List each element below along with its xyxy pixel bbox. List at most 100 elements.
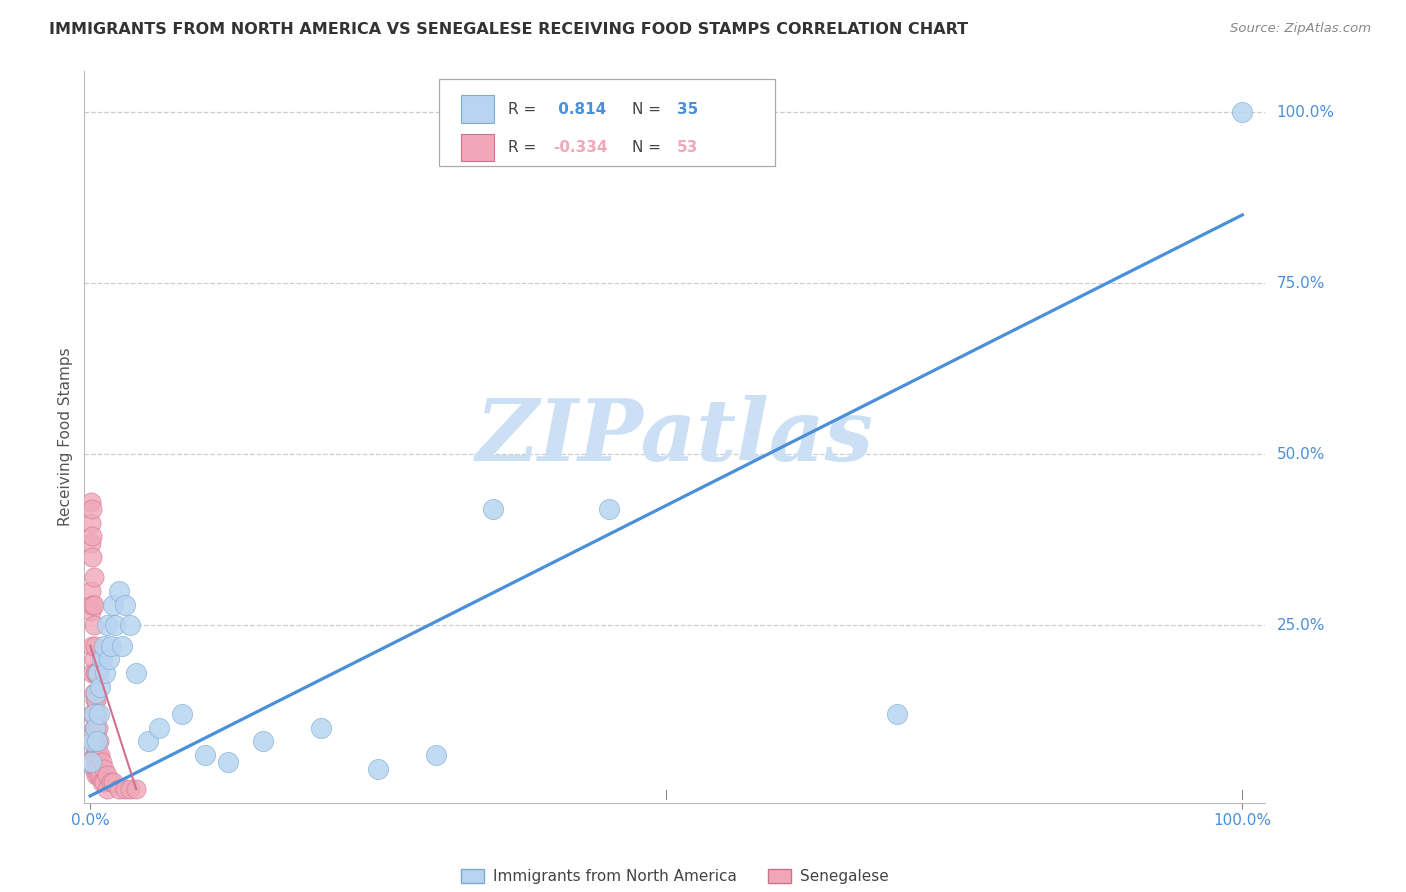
Point bbox=[90, 652, 112, 666]
Point bbox=[82, 598, 104, 612]
Point bbox=[86, 706, 108, 721]
Text: N =: N = bbox=[633, 102, 666, 117]
FancyBboxPatch shape bbox=[461, 134, 494, 161]
Point bbox=[598, 501, 620, 516]
Point bbox=[114, 598, 136, 612]
Text: 25.0%: 25.0% bbox=[1277, 617, 1324, 632]
Point bbox=[83, 747, 105, 762]
Point bbox=[82, 501, 104, 516]
Point bbox=[89, 680, 111, 694]
Point bbox=[83, 570, 105, 584]
Text: 35: 35 bbox=[678, 102, 699, 117]
Point bbox=[83, 665, 105, 680]
Point bbox=[86, 734, 108, 748]
Point bbox=[136, 734, 159, 748]
Text: R =: R = bbox=[509, 140, 541, 155]
Point bbox=[87, 721, 110, 735]
Point bbox=[86, 762, 108, 776]
Point bbox=[97, 652, 120, 666]
Point bbox=[82, 549, 104, 564]
Point bbox=[87, 768, 110, 782]
Point bbox=[84, 721, 107, 735]
Legend: Immigrants from North America, Senegalese: Immigrants from North America, Senegales… bbox=[454, 862, 896, 892]
Point bbox=[111, 639, 134, 653]
Point bbox=[89, 734, 111, 748]
Text: 50.0%: 50.0% bbox=[1277, 447, 1324, 462]
FancyBboxPatch shape bbox=[439, 78, 775, 167]
Point bbox=[96, 618, 118, 632]
Text: Source: ZipAtlas.com: Source: ZipAtlas.com bbox=[1230, 22, 1371, 36]
Point bbox=[83, 747, 105, 762]
Point bbox=[80, 583, 103, 598]
Point bbox=[83, 721, 105, 735]
Point bbox=[120, 782, 142, 797]
Point bbox=[89, 747, 111, 762]
Point bbox=[90, 755, 112, 769]
Point bbox=[82, 706, 104, 721]
Point bbox=[86, 734, 108, 748]
Point bbox=[194, 747, 217, 762]
Y-axis label: Receiving Food Stamps: Receiving Food Stamps bbox=[58, 348, 73, 526]
Point bbox=[100, 639, 122, 653]
Point bbox=[82, 734, 104, 748]
Point bbox=[125, 665, 148, 680]
Point bbox=[114, 782, 136, 797]
Point bbox=[84, 665, 107, 680]
Point bbox=[101, 775, 124, 789]
Text: R =: R = bbox=[509, 102, 541, 117]
Point bbox=[83, 721, 105, 735]
Point bbox=[96, 768, 118, 782]
Point bbox=[89, 762, 111, 776]
Point bbox=[120, 618, 142, 632]
Point bbox=[82, 665, 104, 680]
Point bbox=[100, 775, 122, 789]
Point bbox=[89, 706, 111, 721]
Point bbox=[80, 536, 103, 550]
Point bbox=[125, 782, 148, 797]
Point bbox=[104, 618, 127, 632]
Text: IMMIGRANTS FROM NORTH AMERICA VS SENEGALESE RECEIVING FOOD STAMPS CORRELATION CH: IMMIGRANTS FROM NORTH AMERICA VS SENEGAL… bbox=[49, 22, 969, 37]
Point bbox=[108, 782, 131, 797]
Point bbox=[87, 747, 110, 762]
Point bbox=[83, 639, 105, 653]
Point bbox=[252, 734, 274, 748]
Point bbox=[94, 665, 117, 680]
Point bbox=[80, 495, 103, 509]
FancyBboxPatch shape bbox=[461, 95, 494, 123]
Point bbox=[148, 721, 170, 735]
Point bbox=[108, 583, 131, 598]
Point bbox=[90, 775, 112, 789]
Text: 100.0%: 100.0% bbox=[1277, 105, 1334, 120]
Point bbox=[84, 747, 107, 762]
Point bbox=[482, 501, 505, 516]
Text: 75.0%: 75.0% bbox=[1277, 276, 1324, 291]
Point bbox=[93, 775, 115, 789]
Point bbox=[82, 734, 104, 748]
Point bbox=[425, 747, 447, 762]
Point bbox=[886, 706, 908, 721]
Text: 0.814: 0.814 bbox=[553, 102, 606, 117]
Text: ZIPatlas: ZIPatlas bbox=[475, 395, 875, 479]
Point bbox=[83, 598, 105, 612]
Point bbox=[84, 768, 107, 782]
Point bbox=[83, 652, 105, 666]
Point bbox=[84, 686, 107, 700]
Point bbox=[83, 618, 105, 632]
Point bbox=[83, 721, 105, 735]
Point bbox=[96, 782, 118, 797]
Point bbox=[172, 706, 194, 721]
Point bbox=[80, 516, 103, 530]
Point bbox=[93, 762, 115, 776]
Point bbox=[101, 598, 124, 612]
Point bbox=[80, 604, 103, 618]
Point bbox=[83, 693, 105, 707]
Point bbox=[83, 686, 105, 700]
Point bbox=[93, 639, 115, 653]
Point bbox=[367, 762, 389, 776]
Point bbox=[82, 639, 104, 653]
Point bbox=[83, 706, 105, 721]
Text: N =: N = bbox=[633, 140, 666, 155]
Point bbox=[83, 762, 105, 776]
Point bbox=[87, 665, 110, 680]
Point bbox=[82, 529, 104, 543]
